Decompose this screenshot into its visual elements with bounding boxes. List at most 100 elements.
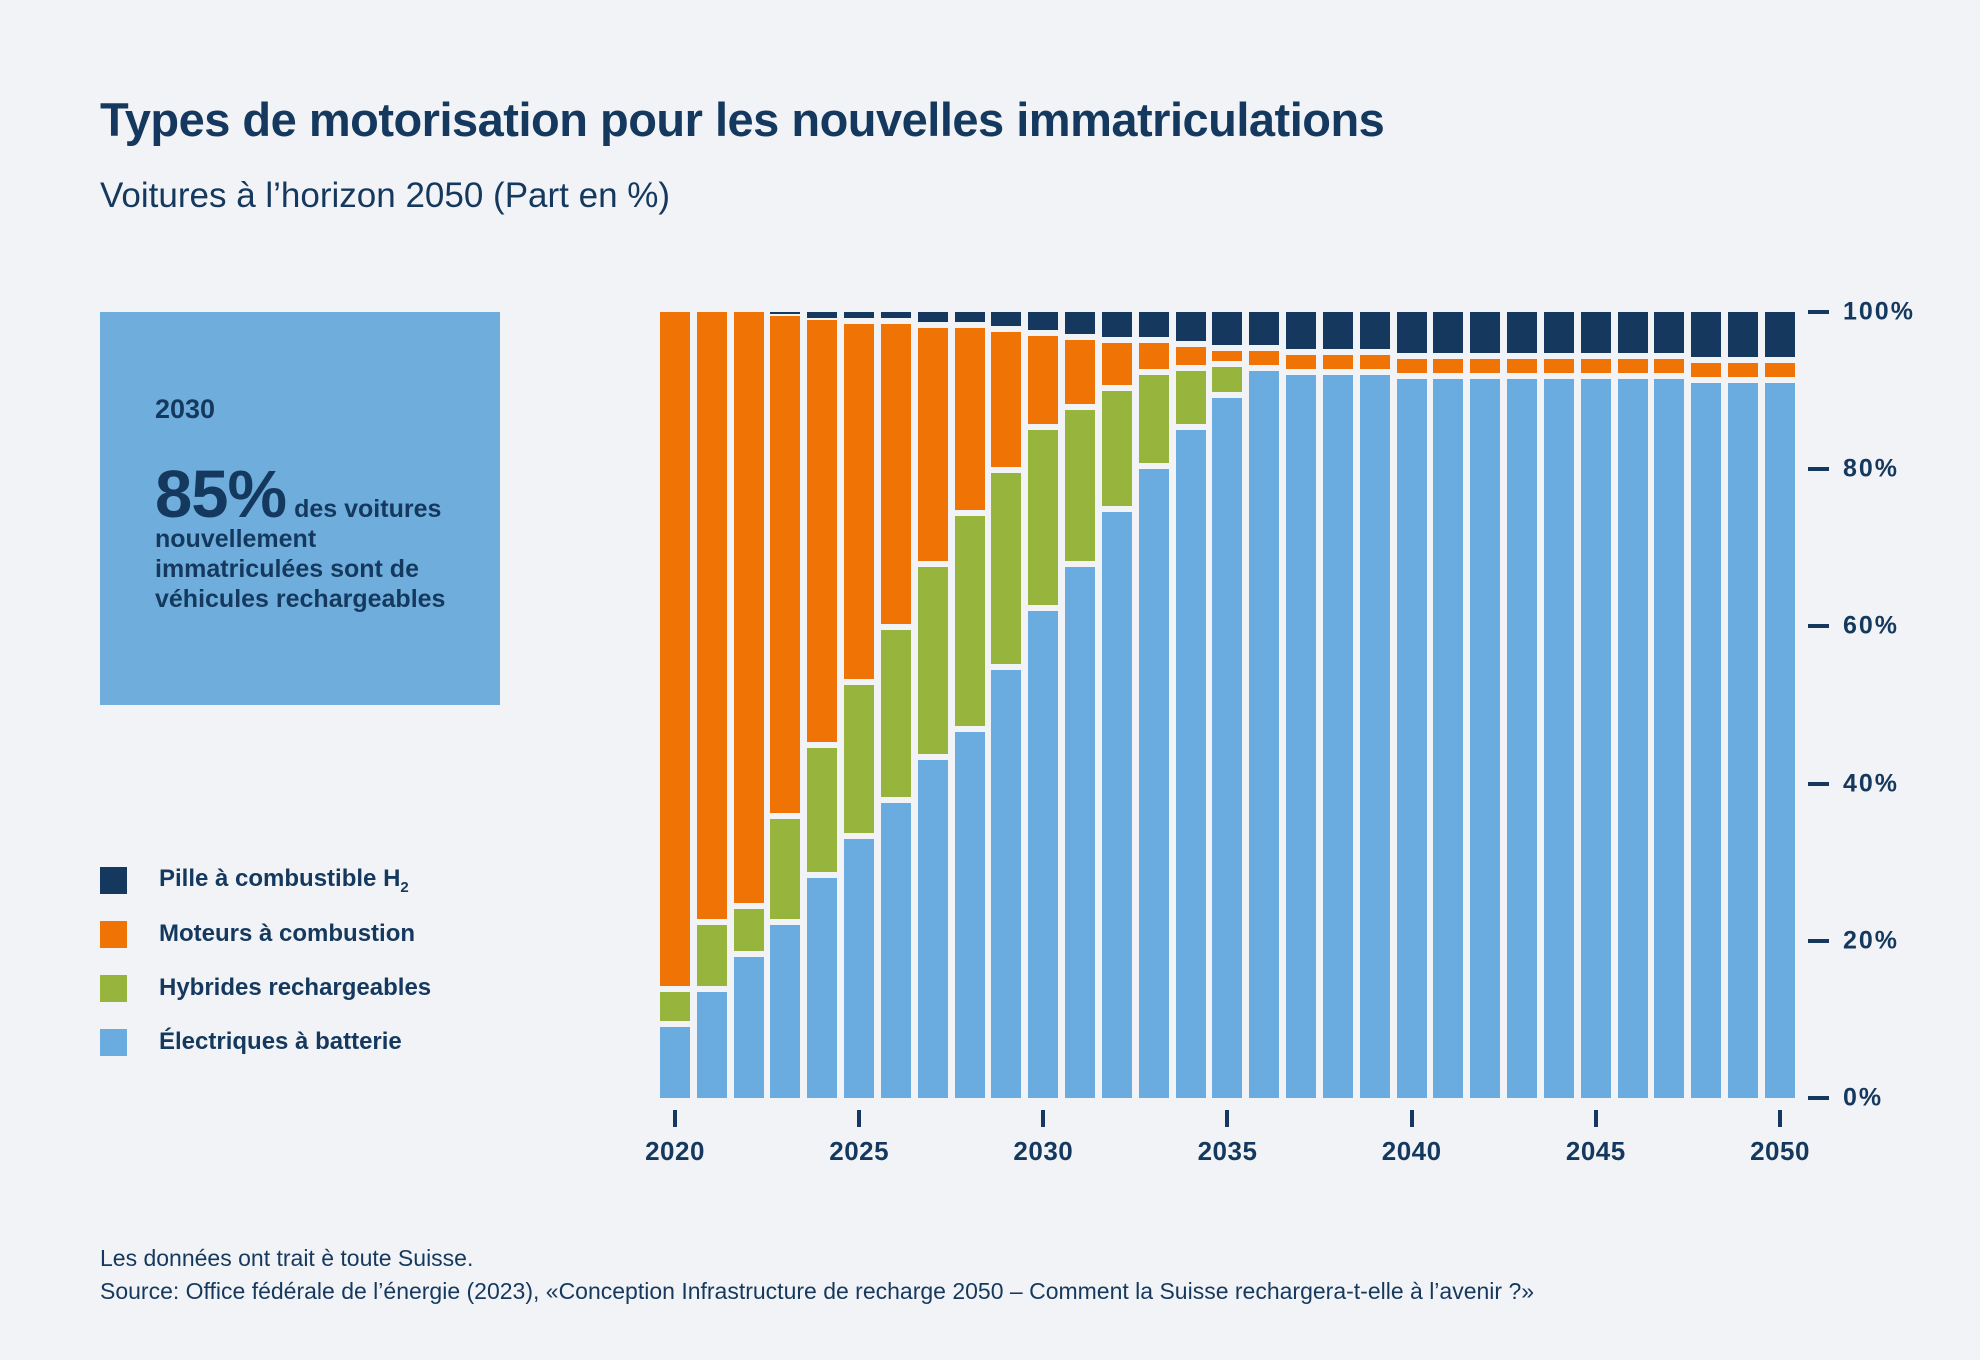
page-title: Types de motorisation pour les nouvelles… — [100, 93, 1385, 146]
segment-2039-pille-combustible-h2 — [1359, 312, 1390, 356]
segment-2032-hybrides-rechargeables — [1101, 390, 1132, 513]
segment-2038--lectriques-batterie — [1322, 374, 1353, 1098]
y-tick-dash-20 — [1808, 938, 1829, 943]
bar-2032 — [1101, 312, 1132, 1098]
segment-2041-moteurs-combustion — [1433, 359, 1464, 379]
x-tick-label-2020: 2020 — [645, 1136, 705, 1166]
y-tick-label-80: 80% — [1843, 454, 1900, 483]
y-tick-dash-0 — [1808, 1096, 1829, 1100]
bar-2029 — [991, 312, 1022, 1098]
bar-2040 — [1396, 312, 1427, 1098]
segment-2023-pille-combustible-h2 — [770, 312, 801, 316]
x-tick-dash-2020 — [673, 1110, 677, 1127]
footer-note: Les données ont trait è toute Suisse. — [100, 1245, 474, 1271]
segment-2026-pille-combustible-h2 — [880, 312, 911, 324]
segment-2050-moteurs-combustion — [1764, 363, 1795, 383]
segment-2025-pille-combustible-h2 — [844, 312, 875, 324]
infobox-text: 85% des voitures nouvellement immatriculé… — [155, 461, 458, 614]
segment-2032-pille-combustible-h2 — [1101, 312, 1132, 344]
legend-item-hybrid: Hybrides rechargeables — [100, 974, 431, 1002]
segment-2040-pille-combustible-h2 — [1396, 312, 1427, 360]
infobox-year: 2030 — [155, 394, 216, 424]
segment-2049-pille-combustible-h2 — [1728, 312, 1759, 364]
segment-2027--lectriques-batterie — [917, 760, 948, 1098]
h2-color-swatch-icon — [100, 866, 127, 894]
segment-2029-moteurs-combustion — [991, 331, 1022, 474]
segment-2043--lectriques-batterie — [1507, 378, 1538, 1098]
y-tick-label-20: 20% — [1843, 926, 1900, 955]
segment-2050-pille-combustible-h2 — [1764, 312, 1795, 364]
segment-2030-moteurs-combustion — [1028, 335, 1059, 430]
y-tick-label-100: 100% — [1843, 297, 1915, 326]
bar-2041 — [1433, 312, 1464, 1098]
segment-2028-hybrides-rechargeables — [954, 516, 985, 733]
segment-2024-hybrides-rechargeables — [807, 748, 838, 878]
segment-2033--lectriques-batterie — [1138, 469, 1169, 1098]
segment-2042-pille-combustible-h2 — [1470, 312, 1501, 360]
infobox-text-inline: des voitures — [294, 495, 442, 523]
infobox-text-rest: nouvellement immatriculées sont de véhic… — [155, 525, 446, 613]
segment-2036-moteurs-combustion — [1249, 351, 1280, 371]
segment-2041--lectriques-batterie — [1433, 378, 1464, 1098]
bar-2030 — [1028, 312, 1059, 1098]
hybrid-color-swatch-icon — [100, 974, 127, 1002]
segment-2020-hybrides-rechargeables — [660, 991, 690, 1028]
segment-2040--lectriques-batterie — [1396, 378, 1427, 1098]
infobox-big-value: 85% — [155, 457, 287, 532]
segment-2035-moteurs-combustion — [1212, 351, 1243, 368]
segment-2031--lectriques-batterie — [1065, 567, 1096, 1098]
bar-2021 — [696, 312, 727, 1098]
segment-2020--lectriques-batterie — [660, 1027, 690, 1098]
segment-2030-pille-combustible-h2 — [1028, 312, 1059, 336]
legend-item-h2: Pille à combustible H2 — [100, 865, 431, 896]
segment-2050--lectriques-batterie — [1764, 382, 1795, 1098]
segment-2025--lectriques-batterie — [844, 838, 875, 1098]
x-tick-dash-2050 — [1777, 1110, 1782, 1127]
segment-2030-hybrides-rechargeables — [1028, 429, 1059, 611]
highlight-infobox: 2030 85% des voitures nouvellement immatr… — [100, 312, 500, 705]
bar-2049 — [1728, 312, 1759, 1098]
segment-2034--lectriques-batterie — [1175, 429, 1206, 1098]
segment-2026-moteurs-combustion — [880, 323, 911, 631]
bar-2034 — [1175, 312, 1206, 1098]
y-tick-dash-80 — [1808, 467, 1829, 472]
segment-2028-pille-combustible-h2 — [954, 312, 985, 328]
segment-2044--lectriques-batterie — [1543, 378, 1574, 1098]
x-tick-dash-2040 — [1409, 1110, 1414, 1127]
footer-source: Source: Office fédérale de l’énergie (20… — [100, 1278, 1535, 1304]
segment-2046-pille-combustible-h2 — [1617, 312, 1648, 360]
x-tick-dash-2045 — [1593, 1110, 1598, 1127]
segment-2035-hybrides-rechargeables — [1212, 367, 1243, 399]
bar-2046 — [1617, 312, 1648, 1098]
bar-2036 — [1249, 312, 1280, 1098]
segment-2035-pille-combustible-h2 — [1212, 312, 1243, 352]
segment-2027-moteurs-combustion — [917, 327, 948, 568]
bar-2043 — [1507, 312, 1538, 1098]
segment-2048-pille-combustible-h2 — [1691, 312, 1722, 364]
segment-2024-pille-combustible-h2 — [807, 312, 838, 320]
y-tick-dash-100 — [1808, 310, 1829, 314]
y-tick-dash-40 — [1808, 781, 1829, 786]
bar-2050 — [1764, 312, 1795, 1098]
segment-2041-pille-combustible-h2 — [1433, 312, 1464, 360]
segment-2029-pille-combustible-h2 — [991, 312, 1022, 332]
y-tick-label-40: 40% — [1843, 769, 1900, 798]
segment-2021-hybrides-rechargeables — [696, 925, 727, 992]
segment-2023-hybrides-rechargeables — [770, 818, 801, 926]
x-tick-dash-2030 — [1041, 1110, 1046, 1127]
segment-2047-moteurs-combustion — [1654, 359, 1685, 379]
x-tick-label-2050: 2050 — [1750, 1136, 1810, 1166]
segment-2045--lectriques-batterie — [1580, 378, 1611, 1098]
x-tick-label-2030: 2030 — [1013, 1136, 1074, 1166]
bar-2024 — [807, 312, 838, 1098]
segment-2048--lectriques-batterie — [1691, 382, 1722, 1098]
y-tick-dash-60 — [1808, 624, 1829, 629]
segment-2048-moteurs-combustion — [1691, 363, 1722, 383]
bar-2037 — [1286, 312, 1317, 1098]
segment-2036-pille-combustible-h2 — [1249, 312, 1280, 352]
bar-2044 — [1543, 312, 1574, 1098]
segment-2036--lectriques-batterie — [1249, 370, 1280, 1098]
bar-2027 — [917, 312, 948, 1098]
segment-2031-pille-combustible-h2 — [1065, 312, 1096, 340]
